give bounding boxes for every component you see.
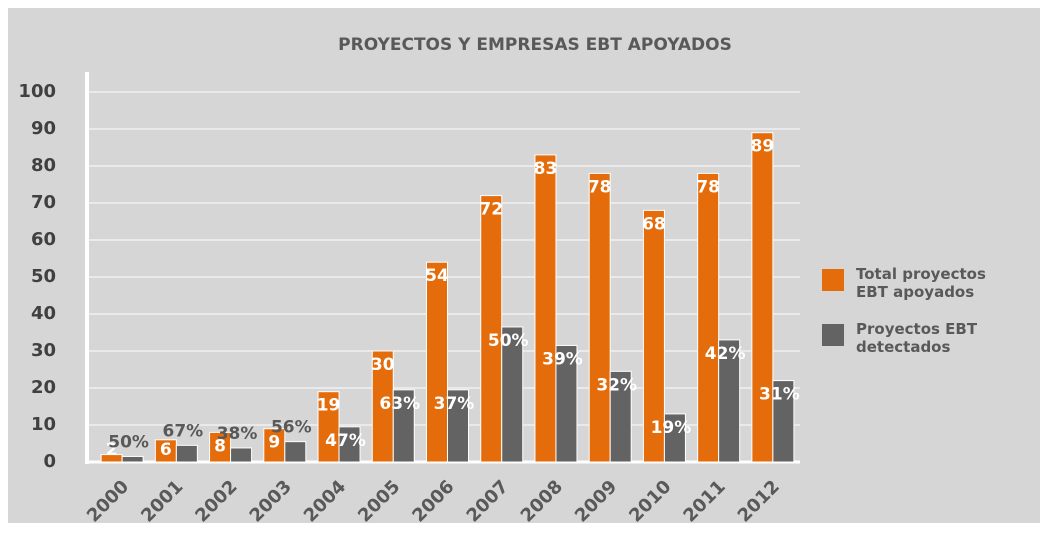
- legend-label: Total proyectos EBT apoyados: [856, 265, 986, 301]
- share-label: 37%: [434, 394, 475, 414]
- y-tick-label: 70: [31, 192, 56, 213]
- y-tick-label: 60: [31, 229, 56, 250]
- bar: [230, 447, 253, 463]
- y-tick-label: 30: [31, 340, 56, 361]
- y-tick-label: 10: [31, 414, 56, 435]
- bar: [609, 370, 632, 463]
- y-tick-label: 40: [31, 303, 56, 324]
- data-label: 6: [160, 440, 172, 460]
- data-label: 19: [317, 396, 341, 416]
- y-tick-label: 0: [43, 451, 56, 472]
- share-label: 67%: [162, 421, 203, 441]
- share-label: 56%: [271, 418, 312, 438]
- share-label: 50%: [488, 331, 529, 351]
- data-label: 54: [425, 266, 449, 286]
- bar: [338, 426, 361, 463]
- share-label: 50%: [108, 432, 149, 452]
- share-label: 42%: [705, 344, 746, 364]
- data-label: 2: [106, 440, 118, 460]
- bar: [175, 444, 198, 463]
- chart-title: PROYECTOS Y EMPRESAS EBT APOYADOS: [338, 35, 732, 55]
- bar: [447, 389, 469, 463]
- share-label: 47%: [325, 431, 366, 451]
- share-label: 31%: [759, 385, 800, 405]
- share-label: 63%: [379, 394, 420, 414]
- bar: [534, 154, 557, 463]
- share-label: 38%: [217, 424, 258, 444]
- bar: [663, 413, 686, 463]
- data-label: 8: [214, 436, 226, 456]
- data-label: 83: [534, 159, 558, 179]
- data-label: 68: [642, 214, 666, 234]
- y-tick-label: 80: [31, 155, 56, 176]
- y-tick-label: 50: [31, 266, 56, 287]
- bar: [751, 132, 774, 463]
- bar: [392, 389, 415, 463]
- bar: [284, 441, 307, 463]
- bar: [555, 344, 578, 463]
- chart-background: [8, 8, 1040, 523]
- bar: [501, 326, 524, 463]
- bar: [718, 339, 741, 463]
- y-tick-label: 90: [31, 118, 56, 139]
- y-tick-label: 20: [31, 377, 56, 398]
- data-label: 30: [371, 355, 395, 375]
- data-label: 78: [696, 177, 720, 197]
- data-label: 78: [588, 177, 612, 197]
- bar: [480, 195, 503, 463]
- bar: [697, 172, 720, 463]
- legend-item: Total proyectos EBT apoyados: [822, 265, 1042, 301]
- share-label: 19%: [651, 418, 692, 438]
- legend-item: Proyectos EBT detectados: [822, 320, 1042, 356]
- y-tick-label: 100: [18, 81, 56, 102]
- bar: [772, 380, 795, 463]
- data-label: 72: [479, 200, 503, 220]
- legend-swatch: [822, 324, 844, 346]
- share-label: 39%: [542, 349, 583, 369]
- bar: [642, 209, 665, 463]
- legend-swatch: [822, 269, 844, 291]
- bar: [121, 455, 144, 463]
- data-label: 89: [751, 137, 775, 157]
- share-label: 32%: [596, 375, 637, 395]
- bar: [209, 431, 232, 463]
- legend-label: Proyectos EBT detectados: [856, 320, 978, 356]
- bar: [588, 172, 611, 463]
- data-label: 9: [268, 433, 280, 453]
- bar: [426, 261, 448, 463]
